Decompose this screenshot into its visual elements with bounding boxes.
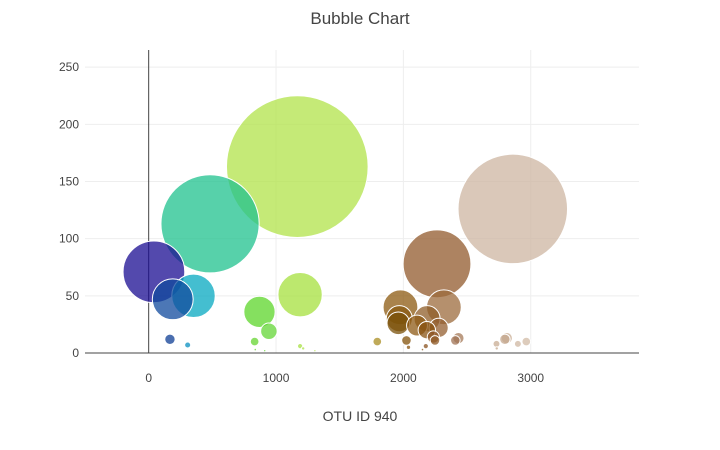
bubble-point [225,95,369,238]
y-tick-label: 250 [59,60,79,74]
bubble-point [160,174,260,274]
tick-labels: 0 1000 2000 3000 0 50 100 150 200 250 [59,60,544,385]
bubble-point [422,343,429,350]
chart-title: Bubble Chart [310,9,410,28]
x-tick-label: 1000 [263,371,290,385]
bubble-point [184,341,192,349]
bubble-point [513,339,522,348]
bubble-point [164,333,176,345]
bubbles [122,95,569,353]
bubble-point [457,153,569,265]
bubble-point [499,333,511,345]
bubble-point [429,335,441,346]
bubble-point [405,344,412,350]
bubble-point [313,349,317,353]
bubble-point [249,336,260,347]
x-tick-label: 2000 [390,371,417,385]
bubble-point [402,229,472,299]
bubble-point [420,347,425,352]
bubble-point [300,346,306,351]
bubble-point [401,335,412,346]
bubble-point [494,346,499,351]
x-tick-label: 0 [145,371,152,385]
y-tick-label: 200 [59,117,79,131]
bubble-point [260,322,278,341]
bubble-point [243,295,276,328]
bubble-point [262,349,267,353]
bubble-point [521,336,532,347]
x-tick-label: 3000 [517,371,544,385]
y-tick-label: 0 [72,346,79,360]
y-tick-label: 100 [59,232,79,246]
y-tick-label: 50 [66,289,80,303]
y-tick-label: 150 [59,174,79,188]
bubble-point [277,272,323,318]
bubble-point [450,335,461,346]
bubble-point [151,278,194,321]
bubble-point [372,336,383,347]
bubble-point [386,311,411,336]
x-axis-title: OTU ID 940 [323,408,398,424]
bubble-point [253,347,258,352]
